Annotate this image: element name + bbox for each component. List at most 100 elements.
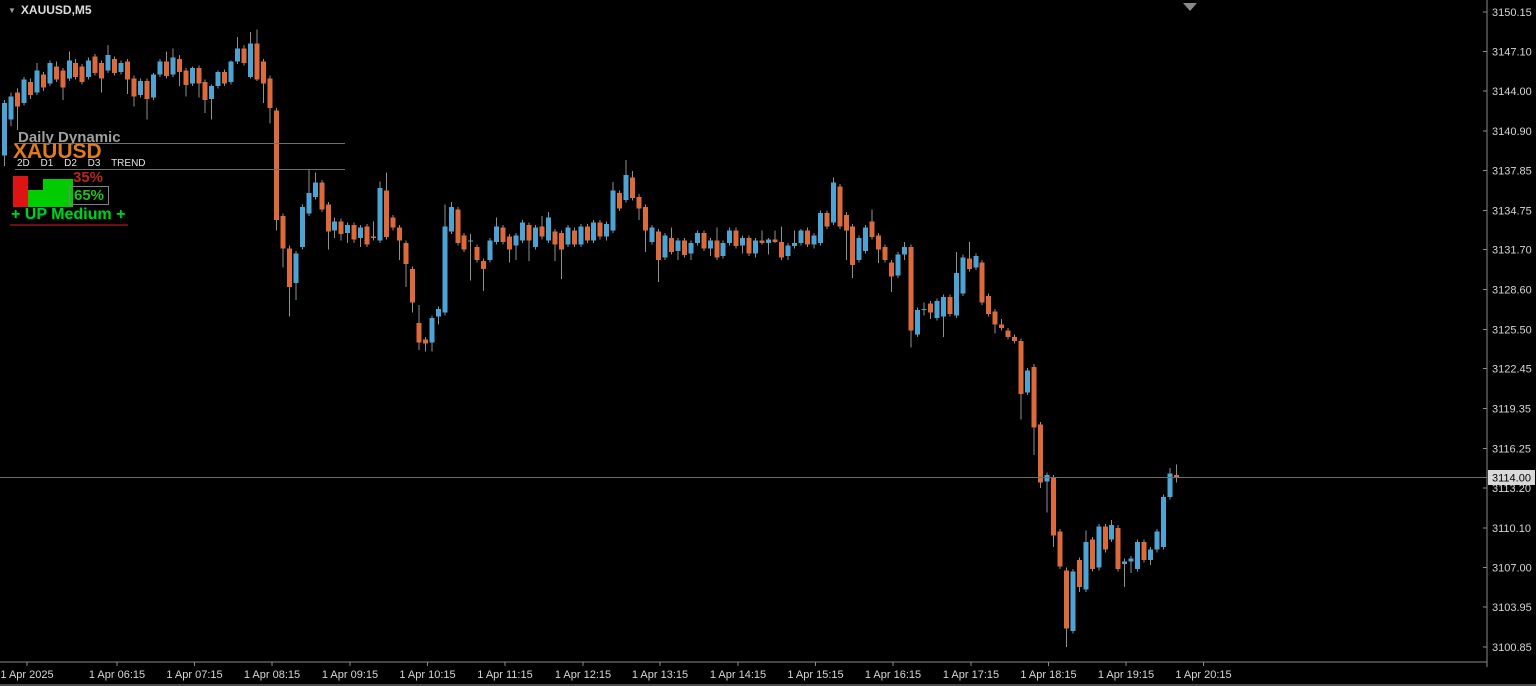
candle-down [1174,475,1179,478]
candle-down [1063,570,1069,629]
candle-down [804,230,810,245]
candle-up [1070,571,1076,631]
candle-down [40,74,46,88]
candle-down [338,221,344,235]
candle-down [1141,541,1147,560]
price-axis-label: 3147.10 [1492,46,1532,58]
candle-up [513,235,519,246]
candle-down [999,324,1005,329]
candle-up [442,226,448,313]
candle-up [1083,541,1089,590]
candle-up [688,243,694,254]
candle-up [189,68,195,84]
candle-down [656,231,661,260]
candle-up [34,70,40,93]
candle-down [79,66,85,83]
candle-up [811,235,817,245]
candle-up [228,61,234,83]
time-axis-label: 1 Apr 18:15 [1020,669,1076,681]
candle-up [448,207,454,232]
candle-up [248,43,253,77]
price-badge-bg [1488,470,1535,486]
candle-down [390,217,396,228]
candle-up [138,80,143,96]
price-axis-label: 3113.20 [1492,483,1531,495]
candle-down [60,70,66,88]
candle-down [681,240,687,255]
candle-series [2,29,1179,647]
time-axis-label: 1 Apr 13:15 [632,669,688,681]
candle-down [409,268,415,303]
price-axis-label: 3122.45 [1492,364,1532,376]
candle-down [824,212,830,227]
candle-up [150,74,156,98]
chart-shift-marker[interactable] [1183,3,1197,11]
candle-down [1012,337,1018,342]
candle-down [416,323,422,343]
bull-strength-bar-high [43,179,73,207]
candle-down [1031,366,1037,428]
price-axis-label: 3125.50 [1492,324,1532,336]
candle-down [779,241,784,258]
indicator-divider-top [15,143,345,144]
candle-down [1102,526,1108,550]
time-axis-label: 1 Apr 09:15 [322,669,378,681]
candle-down [163,61,169,76]
candle-down [1089,539,1095,569]
price-axis-label: 3116.25 [1492,444,1531,456]
candle-up [960,257,966,294]
candle-up [720,243,726,257]
candle-down [966,258,972,269]
candle-up [235,48,241,62]
candle-up [2,102,7,156]
candle-down [254,43,260,80]
candle-up [293,253,299,284]
candle-up [118,62,124,72]
candle-up [817,212,823,244]
candle-up [1135,541,1141,569]
price-axis[interactable] [1487,0,1536,662]
candle-down [481,261,487,269]
candle-up [1122,561,1128,564]
signal-underline [10,224,128,226]
candle-down [500,227,506,242]
candle-up [105,55,111,71]
candle-up [791,243,797,246]
candle-down [73,62,79,77]
candle-down [850,226,856,265]
candle-down [558,232,564,250]
candle-up [934,301,940,318]
candle-down [701,232,707,249]
candle-down [455,209,461,244]
time-axis-label: 1 Apr 10:15 [399,669,455,681]
candle-up [377,187,383,241]
candle-down [371,236,377,238]
candle-up [429,317,435,343]
candle-down [1057,531,1063,567]
symbol-timeframe-label[interactable]: ▼ XAUUSD,M5 [8,3,92,17]
candle-down [668,238,674,253]
indicator-title: Daily Dynamic [18,129,121,146]
candle-down [571,230,577,245]
candle-down [526,225,532,241]
candle-down [643,207,648,231]
candle-down [979,262,985,303]
candle-down [286,248,292,287]
candle-down [422,339,428,344]
time-axis[interactable] [0,662,1487,680]
price-axis-label: 3100.85 [1492,642,1532,654]
candle-down [843,214,849,231]
candle-up [468,240,474,242]
candle-down [53,66,59,80]
bear-percent: 35% [73,169,104,186]
candle-down [1076,560,1082,587]
candle-down [319,182,325,210]
candle-up [675,240,681,251]
time-axis-label: 1 Apr 07:15 [166,669,222,681]
candle-down [1018,341,1024,394]
candle-down [759,240,765,244]
time-axis-label: 1 Apr 14:15 [710,669,766,681]
candle-up [973,256,979,268]
